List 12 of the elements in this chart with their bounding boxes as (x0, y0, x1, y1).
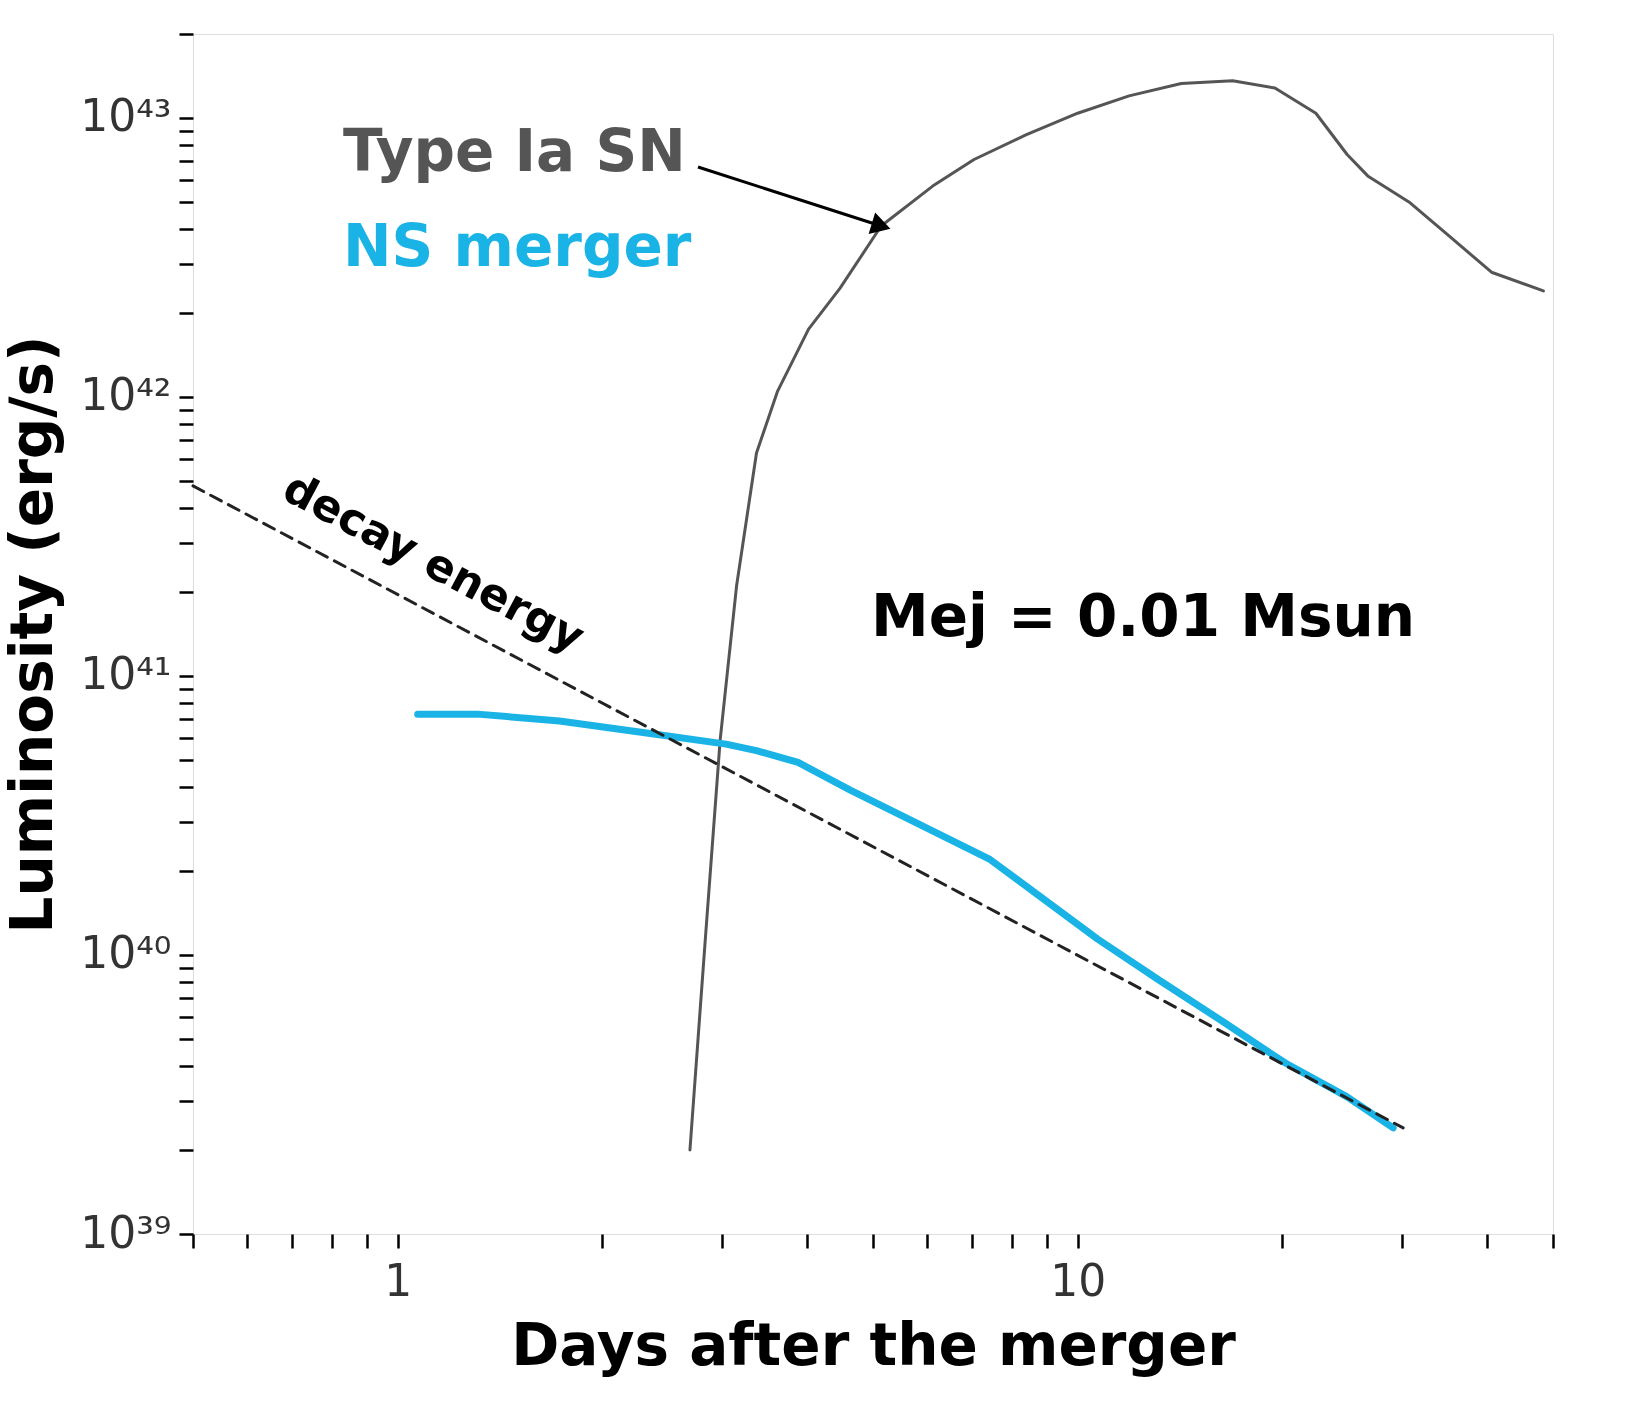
x-tick-label: 1 (384, 1254, 413, 1306)
annotation: Mej = 0.01 Msun (870, 582, 1416, 650)
y-axis-title: Luminosity (erg/s) (0, 335, 67, 934)
y-tick-label: 10⁴⁰ (80, 927, 172, 979)
y-tick-label: 10³⁹ (80, 1206, 172, 1258)
text: Type Ia SN (343, 117, 686, 185)
y-tick-label: 10⁴¹ (80, 648, 172, 700)
y-tick-label: 10⁴³ (80, 90, 172, 142)
x-axis-title: Days after the merger (511, 1310, 1237, 1379)
y-tick-label: 10⁴² (80, 369, 172, 421)
x-tick-label: 10 (1050, 1254, 1107, 1306)
text: NS merger (343, 212, 692, 280)
